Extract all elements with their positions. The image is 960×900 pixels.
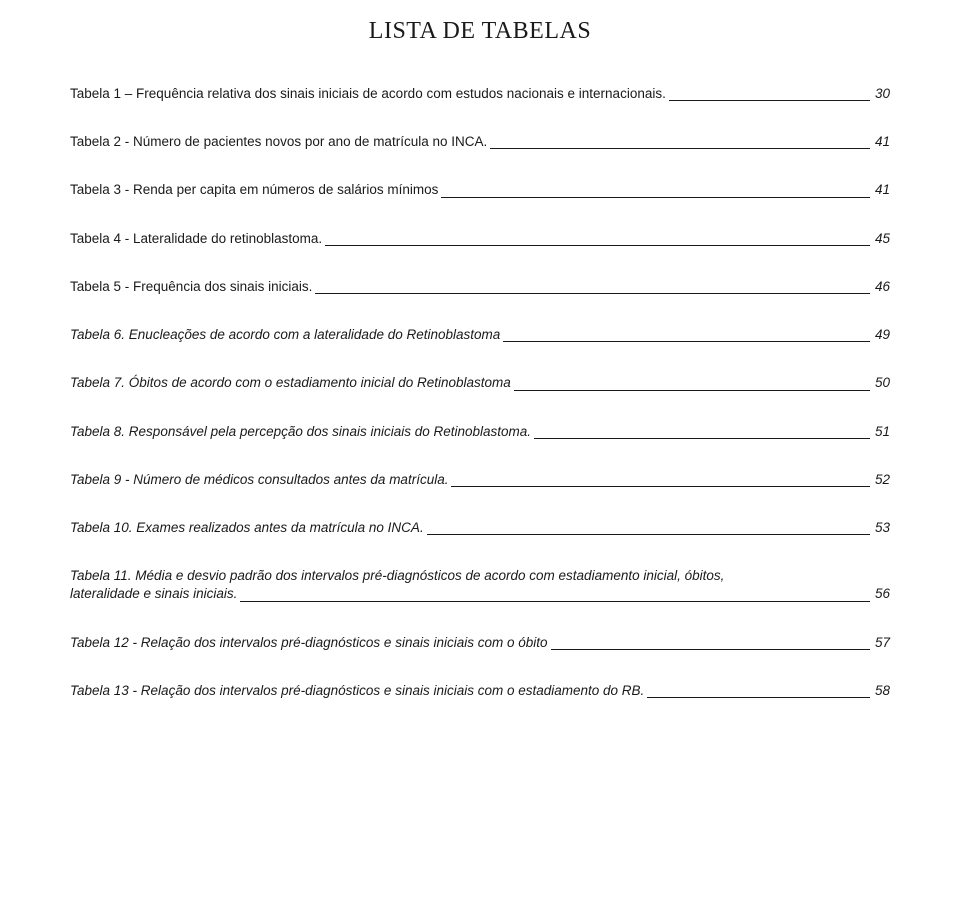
- toc-leader: [551, 649, 870, 650]
- toc-page: 57: [873, 634, 890, 652]
- toc-entry: Tabela 2 - Número de pacientes novos por…: [70, 133, 890, 151]
- toc-page: 58: [873, 682, 890, 700]
- toc-leader: [503, 341, 870, 342]
- toc-entry: Tabela 8. Responsável pela percepção dos…: [70, 423, 890, 441]
- toc-entry: Tabela 6. Enucleações de acordo com a la…: [70, 326, 890, 344]
- toc-leader: [427, 534, 870, 535]
- toc-entry: Tabela 4 - Lateralidade do retinoblastom…: [70, 230, 890, 248]
- page-title: LISTA DE TABELAS: [70, 18, 890, 45]
- toc-leader: [669, 100, 870, 101]
- toc-page: 30: [873, 85, 890, 103]
- toc-text: Tabela 8. Responsável pela percepção dos…: [70, 423, 531, 441]
- toc-text: Tabela 5 - Frequência dos sinais iniciai…: [70, 278, 312, 296]
- toc-text: Tabela 13 - Relação dos intervalos pré-d…: [70, 682, 644, 700]
- toc-page: 50: [873, 374, 890, 392]
- toc-entry: Tabela 12 - Relação dos intervalos pré-d…: [70, 634, 890, 652]
- toc-leader: [647, 697, 870, 698]
- toc-page: 41: [873, 133, 890, 151]
- toc-text: Tabela 6. Enucleações de acordo com a la…: [70, 326, 500, 344]
- toc-text: Tabela 10. Exames realizados antes da ma…: [70, 519, 424, 537]
- toc-text-line2: lateralidade e sinais iniciais.: [70, 585, 237, 603]
- page-container: LISTA DE TABELAS Tabela 1 – Frequência r…: [0, 0, 960, 770]
- toc-entry: Tabela 13 - Relação dos intervalos pré-d…: [70, 682, 890, 700]
- toc-text: Tabela 3 - Renda per capita em números d…: [70, 181, 438, 199]
- toc-leader: [441, 197, 870, 198]
- toc-page: 46: [873, 278, 890, 296]
- toc-text: Tabela 7. Óbitos de acordo com o estadia…: [70, 374, 511, 392]
- toc-page: 56: [873, 585, 890, 603]
- toc-page: 49: [873, 326, 890, 344]
- toc-entry: Tabela 9 - Número de médicos consultados…: [70, 471, 890, 489]
- toc-leader: [514, 390, 870, 391]
- toc-page: 51: [873, 423, 890, 441]
- toc-leader: [490, 148, 870, 149]
- toc-leader: [315, 293, 870, 294]
- toc-text-line1: Tabela 11. Média e desvio padrão dos int…: [70, 567, 890, 585]
- toc-page: 52: [873, 471, 890, 489]
- toc-leader: [534, 438, 870, 439]
- toc-text: Tabela 12 - Relação dos intervalos pré-d…: [70, 634, 548, 652]
- toc-entry: Tabela 1 – Frequência relativa dos sinai…: [70, 85, 890, 103]
- toc-page: 45: [873, 230, 890, 248]
- toc-text: Tabela 1 – Frequência relativa dos sinai…: [70, 85, 666, 103]
- toc-entry: Tabela 7. Óbitos de acordo com o estadia…: [70, 374, 890, 392]
- toc-entry: Tabela 3 - Renda per capita em números d…: [70, 181, 890, 199]
- toc-entry: Tabela 5 - Frequência dos sinais iniciai…: [70, 278, 890, 296]
- toc-page: 41: [873, 181, 890, 199]
- toc-text: Tabela 4 - Lateralidade do retinoblastom…: [70, 230, 322, 248]
- toc-text: Tabela 9 - Número de médicos consultados…: [70, 471, 448, 489]
- toc-text: Tabela 2 - Número de pacientes novos por…: [70, 133, 487, 151]
- toc-leader: [451, 486, 870, 487]
- toc-entry: Tabela 10. Exames realizados antes da ma…: [70, 519, 890, 537]
- toc-leader: [325, 245, 870, 246]
- toc-leader: [240, 601, 870, 602]
- toc-page: 53: [873, 519, 890, 537]
- toc-entry-multiline: Tabela 11. Média e desvio padrão dos int…: [70, 567, 890, 603]
